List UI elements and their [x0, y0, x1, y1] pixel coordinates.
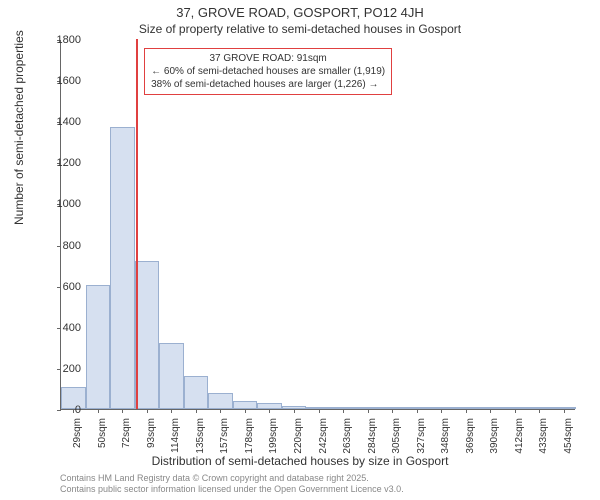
x-tick-mark: [196, 409, 197, 413]
x-tick-label: 263sqm: [342, 418, 353, 458]
x-tick-mark: [245, 409, 246, 413]
x-tick-mark: [98, 409, 99, 413]
footer-line-2: Contains public sector information licen…: [60, 484, 404, 496]
x-tick-label: 348sqm: [440, 418, 451, 458]
x-tick-label: 284sqm: [367, 418, 378, 458]
histogram-bar: [184, 376, 209, 409]
x-tick-mark: [539, 409, 540, 413]
y-tick-label: 0: [75, 404, 81, 416]
chart-title-sub: Size of property relative to semi-detach…: [0, 22, 600, 36]
x-tick-label: 327sqm: [416, 418, 427, 458]
histogram-bar: [233, 401, 258, 409]
annotation-line: 38% of semi-detached houses are larger (…: [151, 78, 385, 91]
annotation-line: ← 60% of semi-detached houses are smalle…: [151, 65, 385, 78]
chart-container: 37 GROVE ROAD: 91sqm← 60% of semi-detach…: [60, 40, 575, 410]
y-tick-label: 1200: [57, 157, 81, 169]
histogram-bar: [86, 285, 111, 409]
histogram-bar: [208, 393, 233, 409]
x-tick-label: 93sqm: [146, 418, 157, 458]
footer-line-1: Contains HM Land Registry data © Crown c…: [60, 473, 404, 485]
y-tick-label: 600: [63, 281, 81, 293]
x-tick-label: 390sqm: [489, 418, 500, 458]
y-tick-mark: [57, 246, 61, 247]
x-tick-label: 242sqm: [318, 418, 329, 458]
x-tick-mark: [269, 409, 270, 413]
x-tick-label: 29sqm: [72, 418, 83, 458]
x-tick-label: 50sqm: [97, 418, 108, 458]
x-tick-label: 220sqm: [293, 418, 304, 458]
y-tick-label: 400: [63, 322, 81, 334]
plot-area: 37 GROVE ROAD: 91sqm← 60% of semi-detach…: [60, 40, 575, 410]
annotation-line: 37 GROVE ROAD: 91sqm: [151, 52, 385, 65]
x-tick-label: 178sqm: [244, 418, 255, 458]
histogram-bar: [61, 387, 86, 409]
y-tick-mark: [57, 328, 61, 329]
y-tick-mark: [57, 369, 61, 370]
annotation-box: 37 GROVE ROAD: 91sqm← 60% of semi-detach…: [144, 48, 392, 95]
x-tick-label: 369sqm: [465, 418, 476, 458]
x-tick-label: 114sqm: [170, 418, 181, 458]
histogram-bar: [110, 127, 135, 409]
x-tick-mark: [368, 409, 369, 413]
x-tick-mark: [319, 409, 320, 413]
y-tick-mark: [57, 410, 61, 411]
x-tick-mark: [220, 409, 221, 413]
property-marker-line: [136, 39, 138, 409]
y-tick-mark: [57, 287, 61, 288]
y-tick-label: 200: [63, 363, 81, 375]
y-axis-label: Number of semi-detached properties: [12, 30, 26, 225]
x-tick-label: 135sqm: [195, 418, 206, 458]
y-tick-label: 1600: [57, 75, 81, 87]
y-tick-label: 1400: [57, 116, 81, 128]
y-tick-label: 1000: [57, 198, 81, 210]
x-tick-label: 305sqm: [391, 418, 402, 458]
chart-title-main: 37, GROVE ROAD, GOSPORT, PO12 4JH: [0, 5, 600, 20]
x-tick-mark: [343, 409, 344, 413]
x-tick-label: 412sqm: [514, 418, 525, 458]
x-tick-mark: [147, 409, 148, 413]
histogram-bar: [159, 343, 184, 409]
x-tick-mark: [171, 409, 172, 413]
chart-footer: Contains HM Land Registry data © Crown c…: [60, 473, 404, 496]
x-tick-label: 157sqm: [219, 418, 230, 458]
x-tick-mark: [122, 409, 123, 413]
x-tick-mark: [441, 409, 442, 413]
x-tick-label: 199sqm: [268, 418, 279, 458]
x-tick-mark: [490, 409, 491, 413]
x-tick-mark: [564, 409, 565, 413]
x-tick-label: 454sqm: [563, 418, 574, 458]
x-tick-mark: [515, 409, 516, 413]
y-tick-label: 1800: [57, 34, 81, 46]
x-tick-mark: [417, 409, 418, 413]
histogram-bar: [135, 261, 160, 409]
x-tick-mark: [392, 409, 393, 413]
y-tick-label: 800: [63, 240, 81, 252]
x-tick-mark: [466, 409, 467, 413]
x-tick-mark: [294, 409, 295, 413]
x-tick-label: 72sqm: [121, 418, 132, 458]
x-tick-label: 433sqm: [538, 418, 549, 458]
